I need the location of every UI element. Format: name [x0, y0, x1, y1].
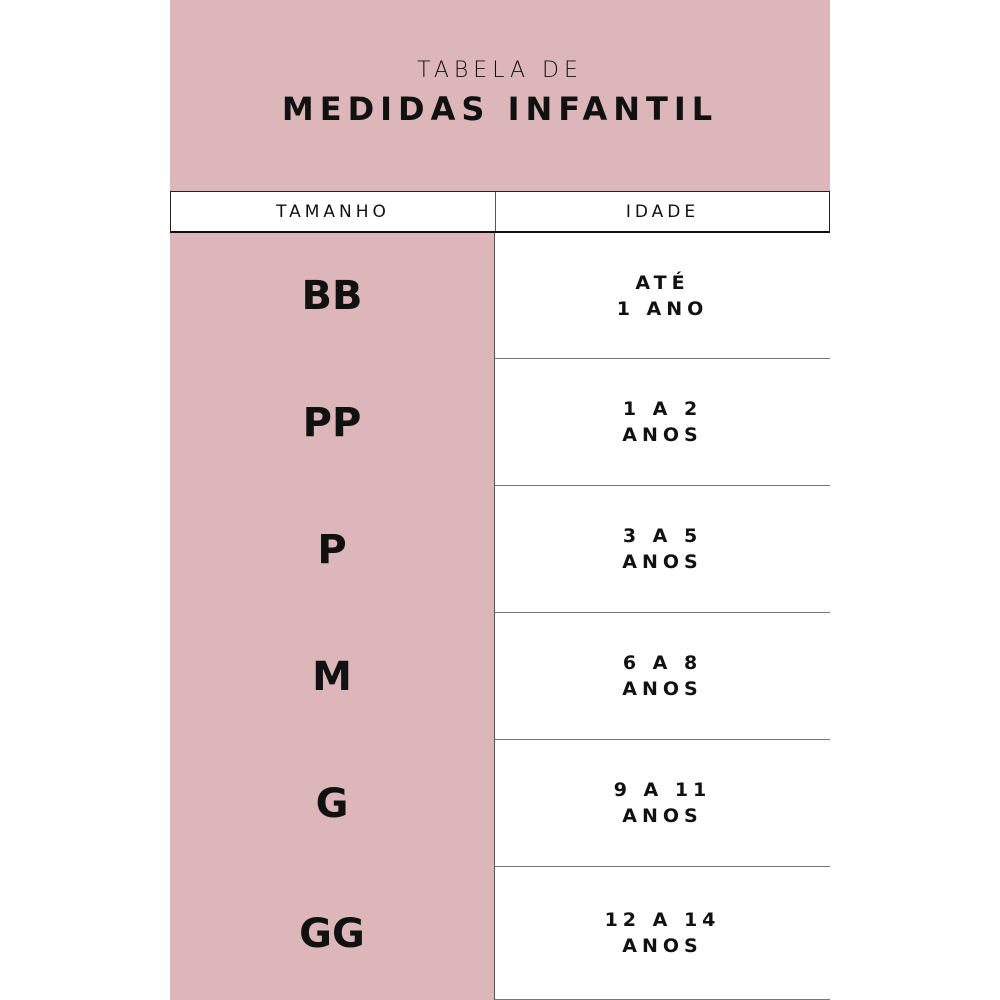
size-cell: G — [170, 740, 495, 867]
size-cell: GG — [170, 867, 495, 1000]
age-line-2: ANOS — [622, 935, 703, 957]
age-line-2: 1 ANO — [616, 297, 709, 320]
title-line-1: TABELA DE — [417, 58, 583, 83]
age-cell: 12 A 14 ANOS — [495, 867, 830, 1000]
age-line-2: ANOS — [622, 551, 703, 573]
size-cell: M — [170, 613, 495, 740]
size-chart: TABELA DE MEDIDAS INFANTIL TAMANHO IDADE… — [170, 0, 830, 1000]
age-cell: 3 A 5 ANOS — [495, 486, 830, 613]
age-line-1: 3 A 5 — [622, 525, 703, 547]
age-cell: ATÉ 1 ANO — [495, 233, 830, 359]
age-line-2: ANOS — [622, 678, 703, 700]
age-line-2: ANOS — [622, 805, 703, 827]
title-banner: TABELA DE MEDIDAS INFANTIL — [170, 0, 830, 191]
column-header-age: IDADE — [625, 201, 700, 222]
size-cell: P — [170, 486, 495, 613]
age-line-1: 1 A 2 — [622, 398, 703, 420]
age-cell: 6 A 8 ANOS — [495, 613, 830, 740]
table-row: GG 12 A 14 ANOS — [170, 867, 830, 1000]
table-row: P 3 A 5 ANOS — [170, 486, 830, 613]
table-row: BB ATÉ 1 ANO — [170, 233, 830, 359]
age-line-2: ANOS — [622, 424, 703, 446]
size-cell: BB — [170, 233, 495, 359]
table-row: M 6 A 8 ANOS — [170, 613, 830, 740]
age-line-1: 6 A 8 — [622, 652, 703, 674]
size-cell: PP — [170, 359, 495, 486]
age-line-1: 12 A 14 — [604, 909, 721, 931]
age-line-1: ATÉ — [635, 271, 690, 294]
age-cell: 9 A 11 ANOS — [495, 740, 830, 867]
column-header-size: TAMANHO — [171, 192, 496, 231]
table-row: G 9 A 11 ANOS — [170, 740, 830, 867]
table-header: TAMANHO IDADE — [170, 191, 830, 233]
age-line-1: 9 A 11 — [613, 779, 712, 801]
title-line-2: MEDIDAS INFANTIL — [281, 90, 719, 128]
age-cell: 1 A 2 ANOS — [495, 359, 830, 486]
table-row: PP 1 A 2 ANOS — [170, 359, 830, 486]
